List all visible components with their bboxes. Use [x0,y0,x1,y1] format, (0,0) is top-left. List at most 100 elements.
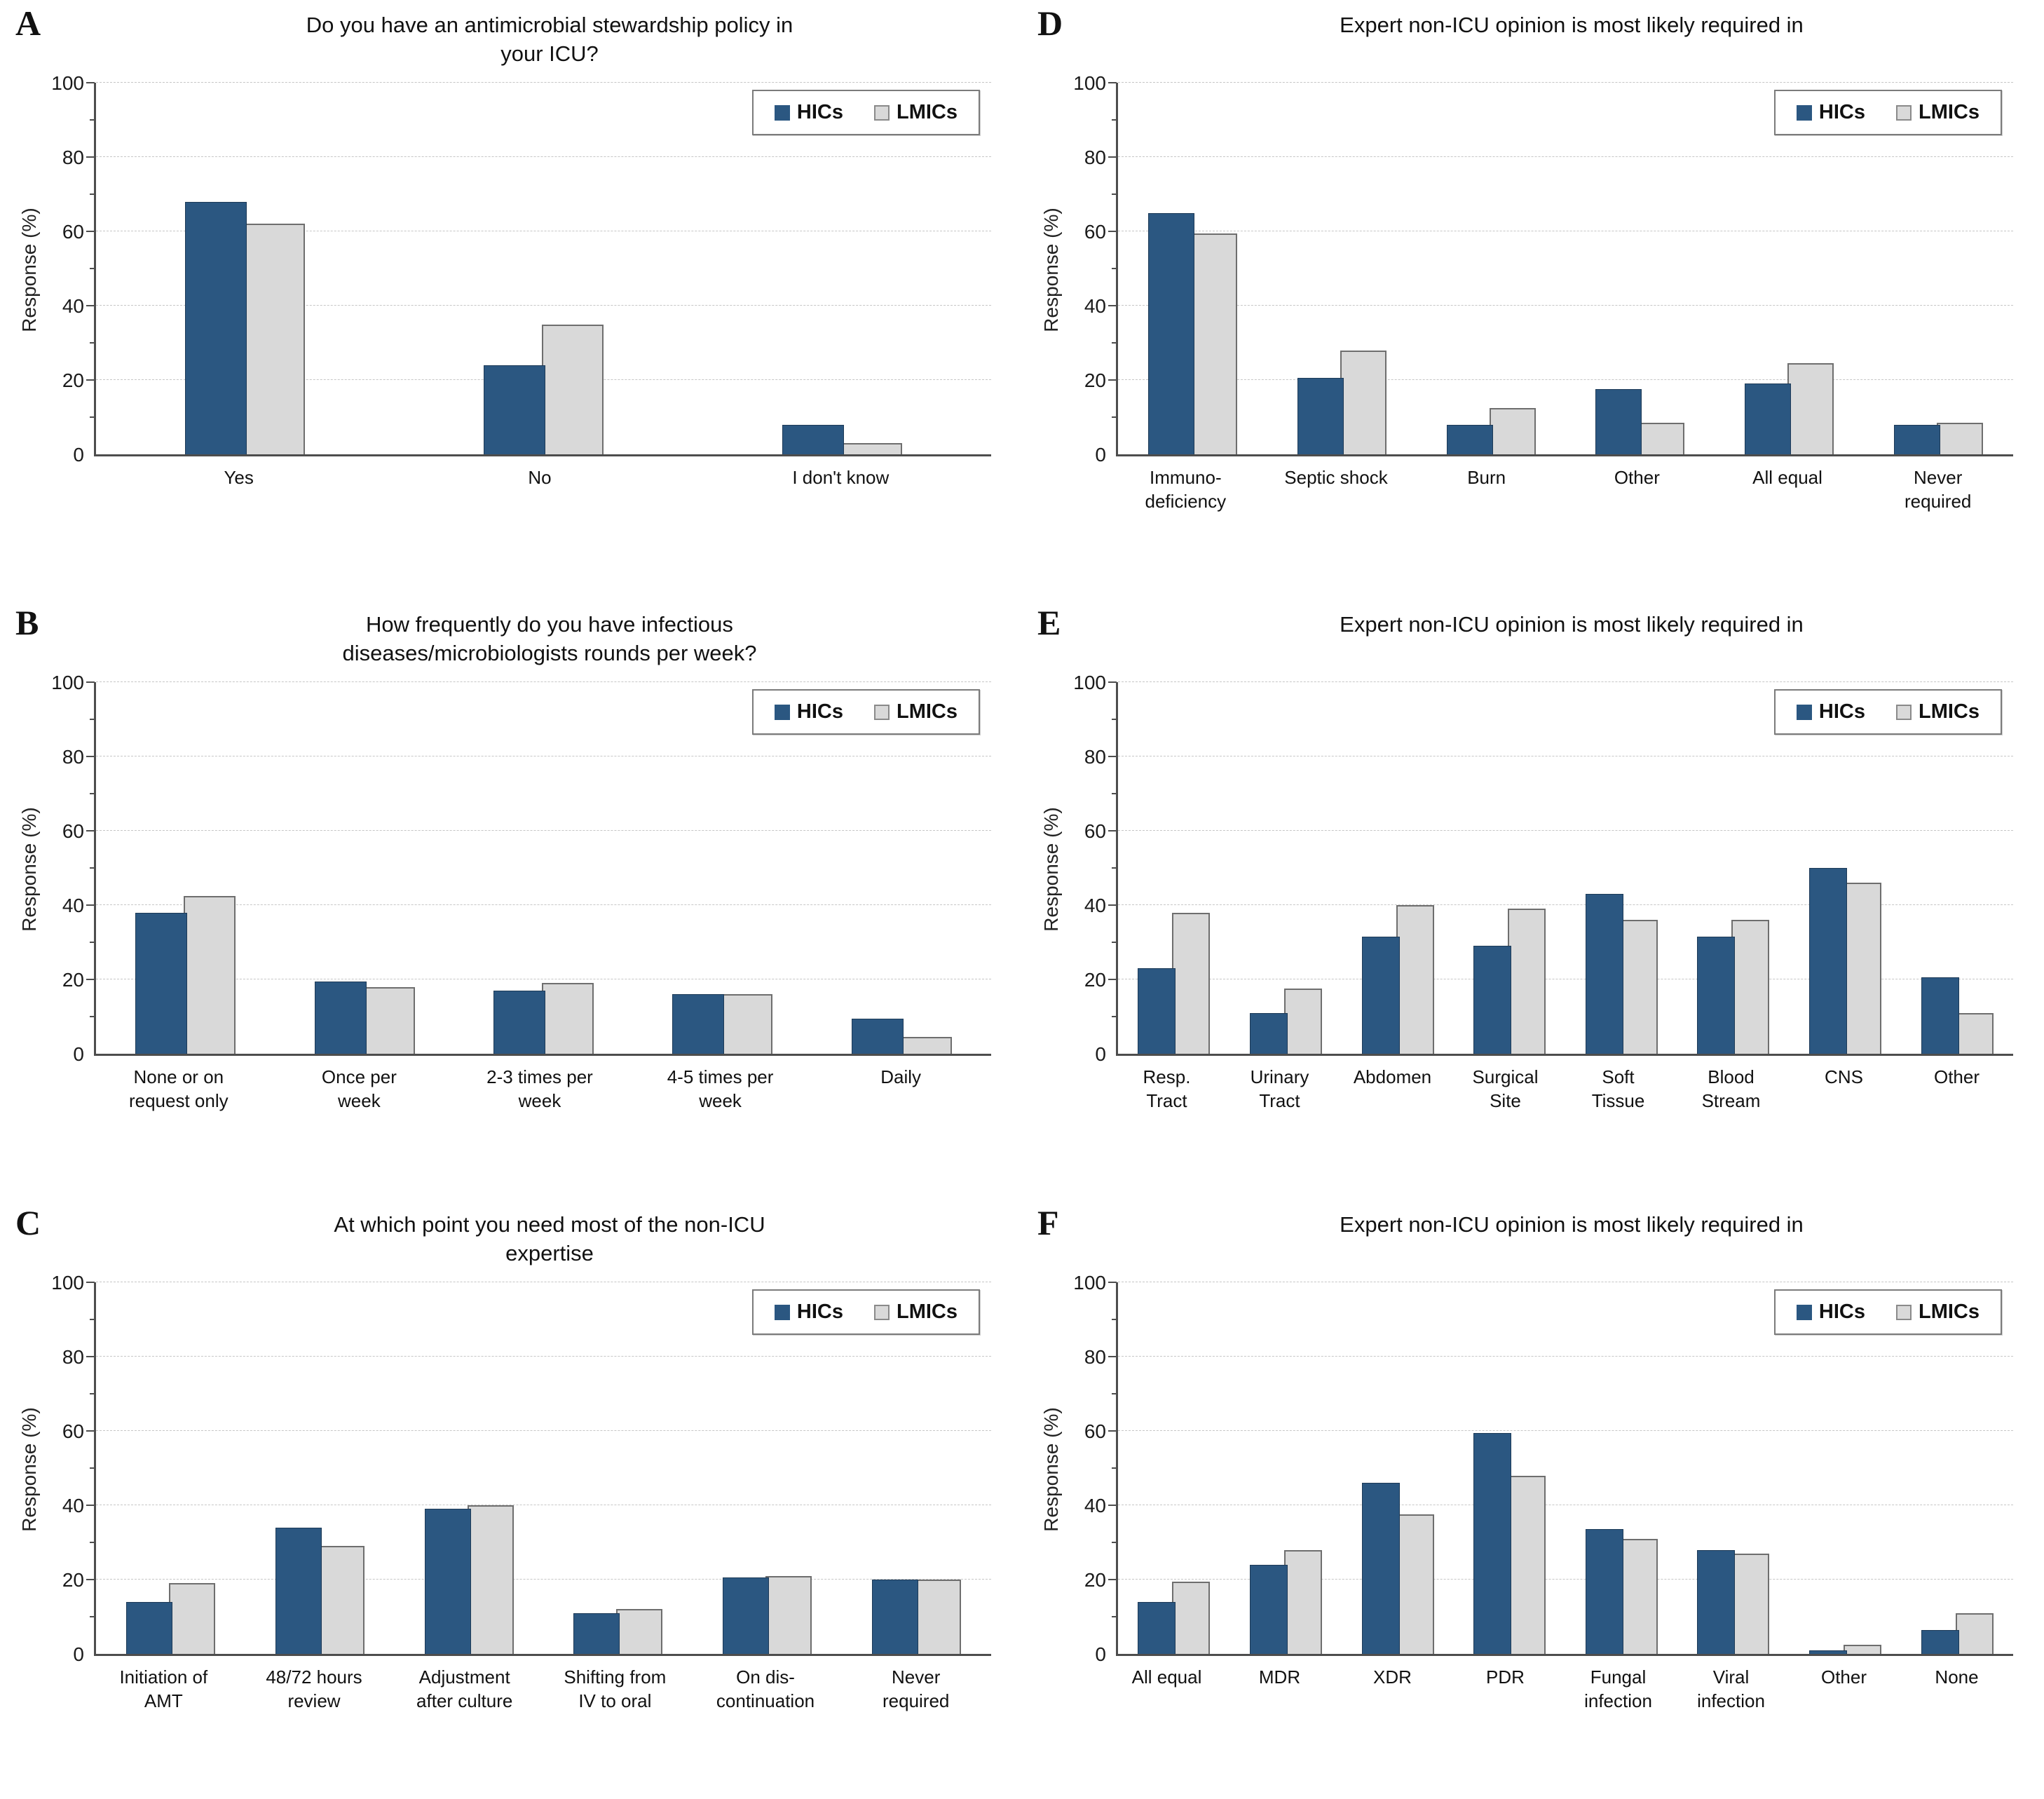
y-tick-mark [1112,1616,1117,1617]
x-category-label: None [1935,1666,1979,1688]
gridline [96,1430,991,1431]
y-tick-column: 0 20 40 60 80 100 [45,1272,94,1665]
bar-lmics [1340,350,1386,454]
legend-swatch-hics [1796,1304,1812,1320]
plot-area: HICs LMICs [86,681,991,1056]
bar-lmics [1844,883,1882,1054]
y-axis-label-column: Response (%) [1035,1282,1067,1656]
y-tick-mark [86,1579,95,1580]
y-tick-label: 20 [1084,969,1106,991]
gridline [96,830,991,831]
bars-layer [96,83,991,454]
y-axis-label-column: Response (%) [13,682,45,1056]
x-category-label: Septic shock [1284,467,1388,488]
legend: HICs LMICs [751,1289,980,1335]
legend-swatch-hics [774,104,790,121]
y-tick-mark [1108,756,1117,757]
bar-lmics [1731,920,1770,1054]
y-tick-mark [90,416,95,418]
bar-group [1790,682,1902,1054]
legend-swatch-hics [774,704,790,720]
bar-group [1417,83,1566,454]
plot-area: HICs LMICs [1108,681,2013,1056]
bar-hics [1138,968,1176,1054]
gridline [96,1356,991,1357]
y-tick-label: 40 [62,295,84,317]
x-category-label: Abdomen [1353,1066,1432,1087]
bar-group [1566,682,1678,1054]
bar-lmics [915,1580,962,1654]
bar-group [693,83,991,454]
legend-item-hics: HICs [1796,1301,1865,1324]
plot-area: HICs LMICs [1108,1282,2013,1656]
bar-hics [1147,212,1194,454]
x-category-label: Surgical Site [1472,1066,1539,1111]
chart-panel: A Do you have an antimicrobial stewardsh… [0,0,1022,599]
bar-lmics [243,224,306,454]
y-tick-mark [86,379,95,381]
bar-hics [1446,424,1493,454]
y-tick-mark [1108,1430,1117,1432]
bar-hics [872,1580,919,1654]
x-category-label: Once per week [321,1066,397,1111]
x-category-label: Never required [1904,467,1972,512]
x-category-label: All equal [1752,467,1822,488]
x-axis-labels: Yes No I don't know [88,456,991,490]
bar-group [395,1282,544,1654]
gridline [1118,379,2013,380]
y-tick-mark [1112,867,1117,869]
legend-item-hics: HICs [774,700,843,724]
gridline [96,305,991,306]
bar-lmics [1638,422,1685,454]
y-tick-mark [1108,305,1117,306]
y-tick-label: 80 [62,1346,84,1368]
y-tick-label: 80 [62,147,84,168]
chart-panel: B How frequently do you have infectious … [0,599,1022,1200]
panel-letter: B [15,603,39,642]
chart-title: Expert non-ICU opinion is most likely re… [1340,1212,1804,1237]
chart-body: Response (%) 0 20 40 60 80 100 HICs LMICs [1035,1272,2037,1665]
legend-swatch-lmics [1896,104,1912,121]
bar-lmics [184,895,236,1054]
legend-label-lmics: LMICs [1919,101,1980,123]
bar-group [395,83,693,454]
chart-body: Response (%) 0 20 40 60 80 100 HICs LMICs [1035,672,2037,1065]
legend-swatch-hics [774,1304,790,1320]
legend-swatch-lmics [874,704,890,720]
y-tick-mark [86,1505,95,1506]
gridline [96,1579,991,1580]
x-category-label: 2-3 times per week [486,1066,593,1111]
bar-hics [1473,1432,1512,1654]
bar-group [1342,682,1454,1054]
x-category-label: Adjustment after culture [416,1666,513,1711]
y-tick-label: 0 [1095,444,1106,466]
chart-body: Response (%) 0 20 40 60 80 100 HICs LMICs [1035,72,2037,466]
bar-hics [1697,1549,1736,1654]
bar-hics [424,1509,471,1654]
bar-hics [1361,937,1400,1054]
x-category-label: Other [1933,1066,1980,1087]
bar-hics [672,994,725,1054]
y-tick-column: 0 20 40 60 80 100 [45,672,94,1065]
gridline [1118,1356,2013,1357]
y-tick-column: 0 20 40 60 80 100 [1067,72,1116,466]
y-tick-label: 100 [1073,1272,1106,1294]
y-tick-mark [86,1430,95,1432]
y-tick-mark [90,119,95,121]
x-category-label: Resp. Tract [1143,1066,1191,1111]
x-axis-labels: Immuno- deficiency Septic shock Burn Other A… [1110,456,2013,514]
bar-hics [493,990,546,1054]
legend-item-lmics: LMICs [1896,101,1980,124]
chart-panel: E Expert non-ICU opinion is most likely … [1022,599,2044,1200]
bar-group [1118,83,1267,454]
y-tick-mark [90,1542,95,1543]
legend-item-hics: HICs [774,1301,843,1324]
y-tick-mark [1108,830,1117,831]
bar-hics [1473,946,1512,1054]
bar-hics [1361,1483,1400,1654]
panel-letter: C [15,1203,41,1242]
legend: HICs LMICs [1773,1289,2002,1335]
legend-label-hics: HICs [796,700,843,723]
legend-item-lmics: LMICs [874,1301,958,1324]
y-axis-label-column: Response (%) [13,1282,45,1656]
